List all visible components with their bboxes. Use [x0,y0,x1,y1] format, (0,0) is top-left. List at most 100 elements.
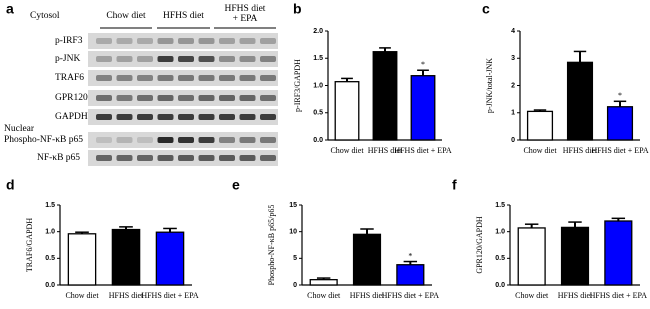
band [157,137,174,143]
band [178,95,194,101]
row-label: NF-κB p65 [37,153,80,163]
band [198,38,215,44]
bar [67,233,97,286]
row-label: TRAF6 [55,73,84,83]
y-axis-label: p-IRF3/GAPDH [293,59,302,112]
y-tick-label: 0.0 [495,282,505,289]
band [219,56,235,62]
band [260,38,276,44]
x-tick-label: HFHS diet + EPA [394,146,452,155]
y-tick-label: 1.0 [313,82,323,89]
y-tick-label: 1.5 [313,55,323,62]
band [239,56,256,62]
group-label: HFHS diet [225,4,266,14]
bar [566,61,594,141]
band [96,137,112,143]
band [219,95,235,101]
x-tick-label: HFHS diet [563,146,598,155]
y-axis-label: Phospho-NF-κB p65/p65 [267,205,276,286]
x-tick-label: HFHS diet + EPA [141,291,199,300]
x-tick-label: HFHS diet [109,291,144,300]
band [96,38,112,44]
bar [517,227,546,286]
y-axis-label: GPR120/GAPDH [475,216,484,274]
band [116,114,133,120]
panel-letter: c [482,1,490,17]
y-tick-label: 1 [511,110,515,117]
band [219,114,235,120]
group-label: Chow diet [106,11,146,21]
band [239,155,256,161]
band [116,38,133,44]
y-tick-label: 1.5 [495,202,505,209]
band [178,56,194,62]
panel-letter: e [232,177,240,193]
x-tick-label: HFHS diet [368,146,403,155]
band [137,95,153,101]
bar [309,279,338,286]
band [260,114,276,120]
band [96,56,112,62]
band [116,56,133,62]
y-tick-label: 0.5 [313,110,323,117]
y-tick-label: 1.0 [495,229,505,236]
row-label: p-JNK [55,54,80,64]
y-tick-label: 1.0 [45,229,55,236]
band [96,95,112,101]
x-tick-label: Chow diet [515,291,549,300]
y-tick-label: 0 [511,137,515,144]
x-tick-label: HFHS diet + EPA [590,291,648,300]
x-tick-label: Chow diet [523,146,557,155]
band [116,75,133,81]
x-tick-label: HFHS diet [350,291,385,300]
band [137,75,153,81]
significance: * [421,60,425,69]
x-tick-label: Chow diet [307,291,341,300]
band [198,56,215,62]
panel-letter: d [6,177,15,193]
band [157,95,174,101]
significance: * [408,251,412,260]
band [137,38,153,44]
band [116,137,133,143]
band [157,56,174,62]
band [198,114,215,120]
y-tick-label: 0.0 [313,137,323,144]
band [239,95,256,101]
bar [352,233,382,286]
band [219,137,235,143]
band [198,95,215,101]
band [116,95,133,101]
panel-letter: b [293,1,302,17]
bar [560,226,590,286]
bar [410,75,436,141]
bar [526,110,554,141]
band [198,155,215,161]
nuclear-label: Nuclear [4,124,35,134]
bar [155,231,185,286]
band [219,155,235,161]
band [178,38,194,44]
y-tick-label: 0 [293,282,297,289]
band [137,56,153,62]
band [178,155,194,161]
band [260,137,276,143]
y-tick-label: 0.5 [45,255,55,262]
bar [334,81,360,141]
band [157,75,174,81]
y-axis-label: p-JNK/total-JNK [485,58,494,113]
x-tick-label: HFHS diet + EPA [382,291,440,300]
panel-letter: a [6,1,14,17]
y-tick-label: 2.0 [313,28,323,35]
x-tick-label: Chow diet [330,146,364,155]
bar [606,106,634,141]
row-label: Phospho-NF-κB p65 [4,135,83,145]
section-label: Cytosol [30,11,60,21]
band [219,75,235,81]
band [157,38,174,44]
x-tick-label: HFHS diet [558,291,593,300]
row-label: p-IRF3 [55,36,83,46]
band [116,155,133,161]
significance: * [618,91,622,100]
